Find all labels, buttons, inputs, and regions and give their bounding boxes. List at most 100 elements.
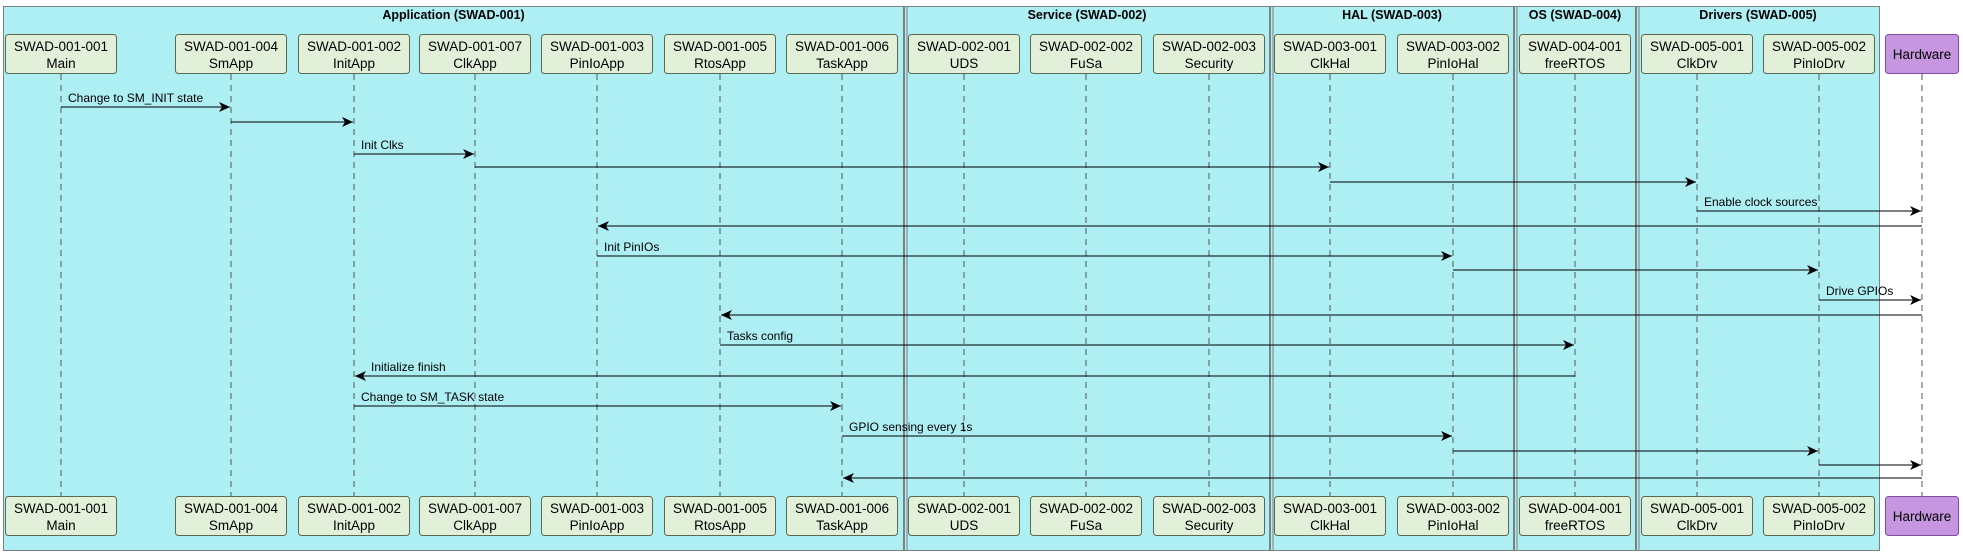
- participant-code: SWAD-004-001: [1528, 39, 1622, 54]
- participant-name: ClkDrv: [1677, 518, 1718, 533]
- message-13: Initialize finish: [355, 360, 1575, 381]
- participant-security-bottom: SWAD-002-003 Security: [1153, 496, 1265, 536]
- participant-name: FuSa: [1070, 56, 1103, 71]
- participant-name: ClkDrv: [1677, 56, 1718, 71]
- group-hal: HAL (SWAD-003): [1270, 6, 1514, 551]
- participant-name: PinIoApp: [570, 56, 625, 71]
- participant-name: PinIoHal: [1427, 56, 1478, 71]
- participant-code: SWAD-005-001: [1650, 501, 1744, 516]
- participant-hardware-bottom: Hardware: [1885, 496, 1959, 536]
- participant-name: Main: [46, 56, 75, 71]
- participant-initapp-top: SWAD-001-002 InitApp: [298, 34, 410, 74]
- group-drv: Drivers (SWAD-005): [1636, 6, 1880, 551]
- participant-code: SWAD-002-002: [1039, 501, 1133, 516]
- participant-code: SWAD-001-003: [550, 501, 644, 516]
- message-12: Tasks config: [720, 329, 1574, 350]
- participant-name: PinIoDrv: [1793, 56, 1845, 71]
- group-boxes: Application (SWAD-001) Service (SWAD-002)…: [3, 6, 1880, 551]
- group-svc: Service (SWAD-002): [904, 6, 1270, 551]
- participant-code: SWAD-002-002: [1039, 39, 1133, 54]
- participant-name: InitApp: [333, 518, 375, 533]
- participant-smapp-top: SWAD-001-004 SmApp: [175, 34, 287, 74]
- participant-piniodrv-bottom: SWAD-005-002 PinIoDrv: [1763, 496, 1875, 536]
- message-label: Change to SM_TASK state: [361, 390, 505, 404]
- participant-code: SWAD-001-005: [673, 501, 767, 516]
- participant-code: SWAD-003-001: [1283, 501, 1377, 516]
- participant-code: SWAD-005-002: [1772, 501, 1866, 516]
- participant-security-top: SWAD-002-003 Security: [1153, 34, 1265, 74]
- participant-piniohal-bottom: SWAD-003-002 PinIoHal: [1397, 496, 1509, 536]
- participant-name: RtosApp: [694, 56, 746, 71]
- participant-rtosapp-top: SWAD-001-005 RtosApp: [664, 34, 776, 74]
- participant-code: SWAD-003-001: [1283, 39, 1377, 54]
- participant-code: SWAD-003-002: [1406, 501, 1500, 516]
- participant-freertos-bottom: SWAD-004-001 freeRTOS: [1519, 496, 1631, 536]
- message-8: Init PinIOs: [597, 240, 1452, 261]
- participant-name: freeRTOS: [1545, 56, 1605, 71]
- participant-name: PinIoHal: [1427, 518, 1478, 533]
- participant-name: PinIoApp: [570, 518, 625, 533]
- message-1: Change to SM_INIT state: [61, 91, 230, 112]
- participant-fusa-bottom: SWAD-002-002 FuSa: [1030, 496, 1142, 536]
- participant-clkdrv-bottom: SWAD-005-001 ClkDrv: [1641, 496, 1753, 536]
- participant-fusa-top: SWAD-002-002 FuSa: [1030, 34, 1142, 74]
- participant-name: SmApp: [209, 56, 253, 71]
- participant-pinioapp-top: SWAD-001-003 PinIoApp: [541, 34, 653, 74]
- participant-name: UDS: [950, 56, 979, 71]
- message-label: Change to SM_INIT state: [68, 91, 204, 105]
- participant-initapp-bottom: SWAD-001-002 InitApp: [298, 496, 410, 536]
- participant-code: SWAD-001-004: [184, 39, 279, 54]
- participant-code: SWAD-001-006: [795, 39, 889, 54]
- participant-code: SWAD-005-002: [1772, 39, 1866, 54]
- participant-code: SWAD-001-007: [428, 501, 522, 516]
- participant-pinioapp-bottom: SWAD-001-003 PinIoApp: [541, 496, 653, 536]
- participant-name: Hardware: [1893, 509, 1952, 524]
- participant-name: ClkApp: [453, 56, 497, 71]
- message-label: Enable clock sources: [1704, 195, 1817, 209]
- message-10: Drive GPIOs: [1819, 284, 1921, 305]
- group-app: Application (SWAD-001): [3, 6, 904, 551]
- participant-code: SWAD-001-007: [428, 39, 522, 54]
- participant-uds-top: SWAD-002-001 UDS: [908, 34, 1020, 74]
- participant-code: SWAD-002-001: [917, 501, 1011, 516]
- lifelines: [60, 74, 1923, 496]
- participant-piniodrv-top: SWAD-005-002 PinIoDrv: [1763, 34, 1875, 74]
- message-label: Init PinIOs: [604, 240, 659, 254]
- messages: Change to SM_INIT state Init Clks Enable c…: [61, 91, 1922, 483]
- participant-freertos-top: SWAD-004-001 freeRTOS: [1519, 34, 1631, 74]
- participant-code: SWAD-001-006: [795, 501, 889, 516]
- message-6: Enable clock sources: [1697, 195, 1921, 216]
- participant-code: SWAD-002-003: [1162, 39, 1256, 54]
- participant-code: SWAD-001-004: [184, 501, 279, 516]
- message-3: Init Clks: [354, 138, 474, 159]
- participant-taskapp-bottom: SWAD-001-006 TaskApp: [786, 496, 898, 536]
- message-label: Drive GPIOs: [1826, 284, 1893, 298]
- participant-taskapp-top: SWAD-001-006 TaskApp: [786, 34, 898, 74]
- participant-name: UDS: [950, 518, 979, 533]
- participant-smapp-bottom: SWAD-001-004 SmApp: [175, 496, 287, 536]
- participant-name: Security: [1185, 56, 1234, 71]
- message-label: GPIO sensing every 1s: [849, 420, 972, 434]
- participant-name: ClkHal: [1310, 518, 1350, 533]
- participant-name: ClkHal: [1310, 56, 1350, 71]
- participant-code: SWAD-001-001: [14, 39, 108, 54]
- group-title: Service (SWAD-002): [1028, 8, 1147, 22]
- participant-code: SWAD-005-001: [1650, 39, 1744, 54]
- message-label: Init Clks: [361, 138, 404, 152]
- group-title: Application (SWAD-001): [382, 8, 524, 22]
- participant-name: Main: [46, 518, 75, 533]
- participant-code: SWAD-001-003: [550, 39, 644, 54]
- participant-code: SWAD-002-003: [1162, 501, 1256, 516]
- message-label: Initialize finish: [371, 360, 446, 374]
- participant-name: SmApp: [209, 518, 253, 533]
- participant-piniohal-top: SWAD-003-002 PinIoHal: [1397, 34, 1509, 74]
- participant-name: InitApp: [333, 56, 375, 71]
- participant-code: SWAD-004-001: [1528, 501, 1622, 516]
- participant-clkdrv-top: SWAD-005-001 ClkDrv: [1641, 34, 1753, 74]
- participant-main-bottom: SWAD-001-001 Main: [5, 496, 117, 536]
- participant-main-top: SWAD-001-001 Main: [5, 34, 117, 74]
- participant-name: TaskApp: [816, 56, 868, 71]
- participant-code: SWAD-001-001: [14, 501, 108, 516]
- participant-name: freeRTOS: [1545, 518, 1605, 533]
